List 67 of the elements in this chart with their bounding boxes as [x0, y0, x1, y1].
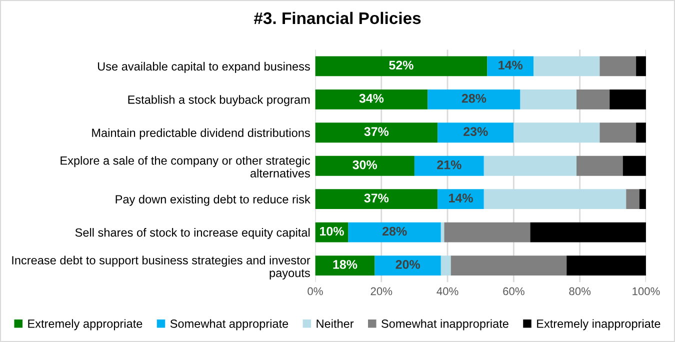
bar: [622, 156, 646, 176]
bar: [484, 156, 577, 176]
bar: [438, 122, 514, 143]
bar: [414, 156, 484, 176]
data-label: 37%: [364, 127, 389, 136]
legend-label: Neither: [316, 319, 354, 328]
bar: [636, 56, 646, 76]
legend-label: Extremely appropriate: [28, 319, 142, 330]
data-label: 18%: [333, 260, 358, 269]
y-tick-label: Establish a stock buyback program: [128, 95, 310, 106]
y-tick-label: Increase debt to support business strategies and investor payouts: [12, 256, 310, 280]
bar: [348, 222, 441, 242]
data-label: 14%: [449, 194, 473, 202]
bar: [484, 189, 626, 210]
bar: [444, 222, 530, 242]
data-label: 52%: [389, 60, 414, 70]
bar: [315, 189, 438, 210]
data-label: 21%: [437, 160, 462, 170]
y-tick-label: Explore a sale of the company or other strategic alternatives: [60, 156, 310, 178]
bar: [487, 56, 534, 76]
bar: [315, 256, 375, 276]
bar: [315, 122, 438, 143]
bar: [639, 189, 646, 210]
x-tick-label: 0%: [308, 287, 323, 296]
bar: [636, 122, 646, 143]
y-tick-label: Maintain predictable dividend distributions: [92, 128, 310, 140]
data-label: 28%: [382, 226, 407, 236]
bar: [514, 122, 600, 143]
legend-label: Somewhat appropriate: [170, 319, 288, 330]
bar: [428, 89, 520, 110]
bar: [440, 222, 444, 242]
bar: [374, 256, 441, 276]
data-label: 14%: [498, 60, 523, 70]
bar: [610, 89, 646, 110]
bar: [600, 56, 636, 76]
bar: [576, 156, 623, 176]
x-tick-label: 60%: [503, 287, 524, 296]
bar: [600, 122, 636, 143]
bar: [534, 56, 600, 76]
bar: [440, 256, 451, 276]
x-tick-label: 40%: [436, 287, 458, 296]
data-label: 10%: [320, 226, 344, 236]
y-tick-label: Sell shares of stock to increase equity capital: [75, 228, 310, 240]
x-tick-label: 20%: [370, 287, 392, 296]
bar: [566, 256, 646, 276]
bar: [315, 56, 488, 76]
data-label: 30%: [352, 160, 378, 170]
legend-label: Somewhat inappropriate: [382, 319, 508, 330]
bar: [315, 89, 428, 110]
bar: [450, 256, 567, 276]
data-label: 20%: [396, 260, 420, 269]
y-tick-label: Use available capital to expand business: [98, 62, 310, 73]
bar: [626, 189, 640, 210]
bar: [576, 89, 610, 110]
data-label: 37%: [364, 194, 389, 202]
x-tick-label: 80%: [569, 287, 591, 296]
bar: [438, 189, 484, 210]
x-tick-label: 100%: [632, 287, 660, 296]
chart-title: #3. Financial Policies: [254, 12, 421, 24]
data-label: 23%: [464, 127, 488, 136]
data-label: 28%: [462, 94, 486, 103]
y-tick-label: Pay down existing debt to reduce risk: [116, 194, 310, 206]
bar: [530, 222, 646, 242]
data-label: 34%: [359, 94, 384, 103]
legend-label: Extremely inappropriate: [537, 319, 660, 330]
bar: [520, 89, 577, 110]
bar: [315, 156, 414, 176]
